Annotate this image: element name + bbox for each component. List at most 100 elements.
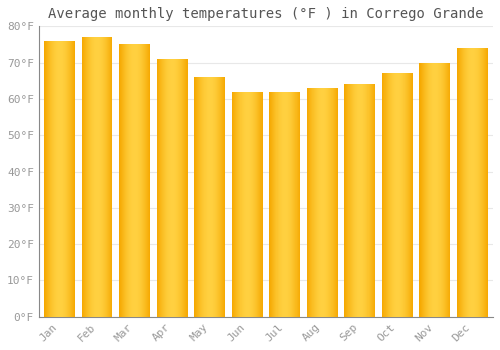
Bar bbox=[45, 41, 46, 317]
Bar bbox=[329, 88, 330, 317]
Bar bbox=[348, 84, 349, 317]
Bar bbox=[448, 63, 449, 317]
Bar bbox=[462, 48, 463, 317]
Bar bbox=[320, 88, 322, 317]
Bar bbox=[270, 92, 300, 317]
Bar bbox=[98, 37, 99, 317]
Bar bbox=[201, 77, 202, 317]
Bar bbox=[175, 59, 176, 317]
Bar bbox=[125, 44, 126, 317]
Bar bbox=[258, 92, 259, 317]
Bar bbox=[314, 88, 315, 317]
Bar bbox=[187, 59, 188, 317]
Bar bbox=[317, 88, 318, 317]
Bar bbox=[350, 84, 351, 317]
Bar bbox=[86, 37, 88, 317]
Bar bbox=[326, 88, 327, 317]
Bar bbox=[158, 59, 159, 317]
Bar bbox=[144, 44, 145, 317]
Bar bbox=[110, 37, 111, 317]
Bar bbox=[54, 41, 55, 317]
Bar bbox=[436, 63, 437, 317]
Bar bbox=[370, 84, 371, 317]
Bar bbox=[423, 63, 424, 317]
Bar bbox=[431, 63, 432, 317]
Bar bbox=[254, 92, 255, 317]
Bar bbox=[286, 92, 287, 317]
Bar bbox=[218, 77, 219, 317]
Bar bbox=[141, 44, 142, 317]
Bar bbox=[365, 84, 366, 317]
Bar bbox=[205, 77, 206, 317]
Bar bbox=[164, 59, 165, 317]
Bar bbox=[206, 77, 207, 317]
Bar bbox=[196, 77, 197, 317]
Bar bbox=[311, 88, 312, 317]
Bar bbox=[469, 48, 470, 317]
Bar bbox=[421, 63, 422, 317]
Bar bbox=[108, 37, 109, 317]
Bar bbox=[56, 41, 57, 317]
Bar bbox=[470, 48, 471, 317]
Bar bbox=[463, 48, 464, 317]
Bar bbox=[237, 92, 238, 317]
Bar bbox=[353, 84, 354, 317]
Bar bbox=[325, 88, 326, 317]
Bar bbox=[94, 37, 95, 317]
Bar bbox=[395, 74, 396, 317]
Bar bbox=[135, 44, 136, 317]
Bar bbox=[178, 59, 179, 317]
Bar bbox=[50, 41, 51, 317]
Bar bbox=[307, 88, 308, 317]
Bar bbox=[475, 48, 476, 317]
Bar bbox=[207, 77, 208, 317]
Bar bbox=[382, 74, 383, 317]
Bar bbox=[345, 84, 346, 317]
Bar bbox=[137, 44, 138, 317]
Bar bbox=[292, 92, 293, 317]
Bar bbox=[445, 63, 446, 317]
Bar bbox=[457, 48, 488, 317]
Bar bbox=[142, 44, 143, 317]
Bar bbox=[323, 88, 324, 317]
Bar bbox=[334, 88, 335, 317]
Bar bbox=[293, 92, 294, 317]
Bar bbox=[390, 74, 391, 317]
Bar bbox=[132, 44, 133, 317]
Bar bbox=[386, 74, 387, 317]
Bar bbox=[401, 74, 402, 317]
Bar bbox=[119, 44, 150, 317]
Bar bbox=[223, 77, 224, 317]
Bar bbox=[367, 84, 368, 317]
Bar bbox=[460, 48, 461, 317]
Bar bbox=[291, 92, 292, 317]
Bar bbox=[174, 59, 175, 317]
Bar bbox=[358, 84, 359, 317]
Bar bbox=[85, 37, 86, 317]
Bar bbox=[165, 59, 166, 317]
Bar bbox=[354, 84, 355, 317]
Bar bbox=[467, 48, 468, 317]
Bar bbox=[443, 63, 444, 317]
Bar bbox=[308, 88, 309, 317]
Bar bbox=[234, 92, 235, 317]
Bar bbox=[389, 74, 390, 317]
Bar bbox=[167, 59, 168, 317]
Bar bbox=[249, 92, 250, 317]
Bar bbox=[284, 92, 286, 317]
Bar bbox=[485, 48, 486, 317]
Bar bbox=[408, 74, 409, 317]
Bar bbox=[352, 84, 353, 317]
Bar bbox=[382, 74, 412, 317]
Bar bbox=[420, 63, 450, 317]
Bar bbox=[312, 88, 313, 317]
Bar bbox=[476, 48, 477, 317]
Bar bbox=[403, 74, 404, 317]
Bar bbox=[89, 37, 90, 317]
Bar bbox=[48, 41, 49, 317]
Bar bbox=[221, 77, 222, 317]
Bar bbox=[322, 88, 323, 317]
Bar bbox=[65, 41, 66, 317]
Bar bbox=[169, 59, 170, 317]
Bar bbox=[394, 74, 395, 317]
